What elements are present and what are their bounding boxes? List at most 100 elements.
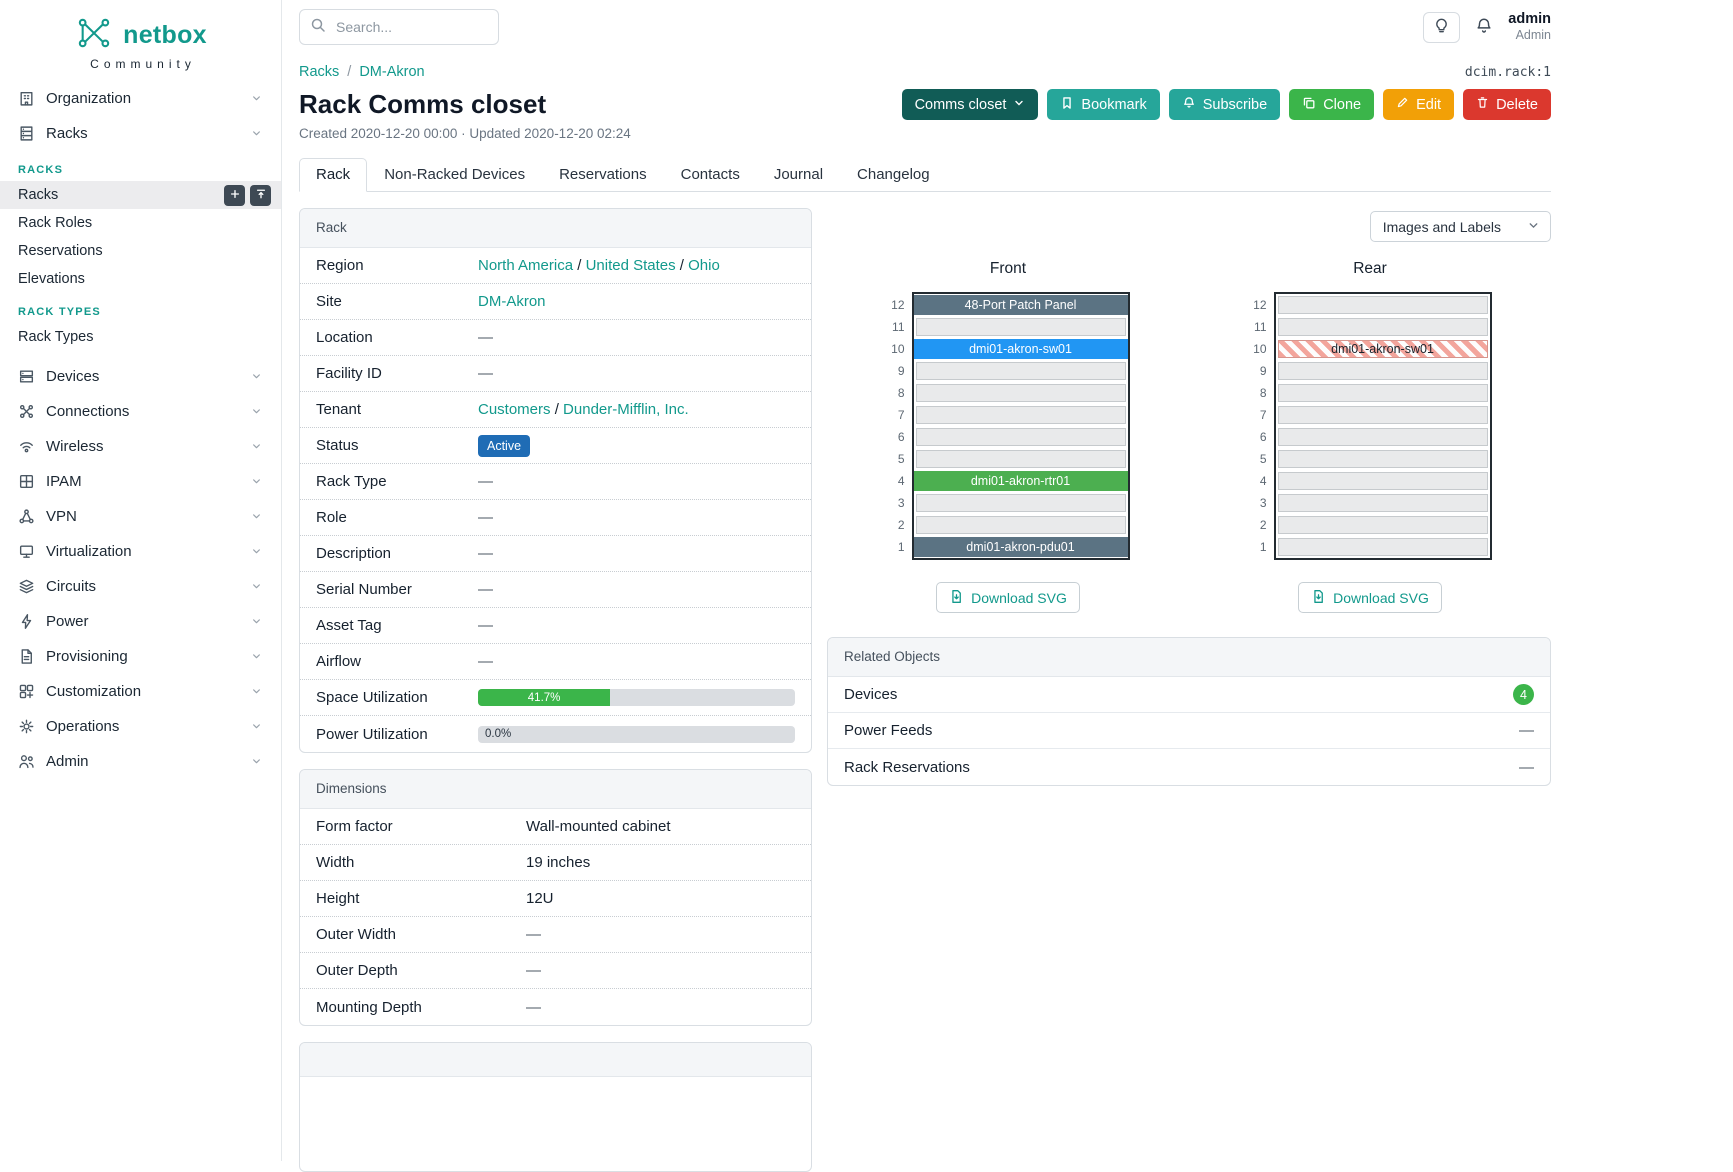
sidebar-item-rack-types[interactable]: Rack Types bbox=[0, 323, 281, 351]
sidebar-item-devices[interactable]: Devices bbox=[0, 359, 281, 394]
delete-button[interactable]: Delete bbox=[1463, 89, 1551, 120]
tab-journal[interactable]: Journal bbox=[773, 166, 824, 183]
sidebar-item-operations[interactable]: Operations bbox=[0, 709, 281, 744]
bookmark-button[interactable]: Bookmark bbox=[1047, 89, 1160, 120]
empty-unit-11[interactable] bbox=[1277, 318, 1488, 336]
empty-unit-8[interactable] bbox=[1277, 384, 1488, 402]
chevron-down-icon bbox=[250, 580, 263, 593]
sidebar-item-elevations[interactable]: Elevations bbox=[0, 265, 281, 293]
link-united-states[interactable]: United States bbox=[585, 257, 676, 274]
empty-unit-11[interactable] bbox=[915, 318, 1126, 336]
sidebar-item-racks[interactable]: Racks bbox=[0, 116, 281, 151]
sidebar-item-provisioning[interactable]: Provisioning bbox=[0, 639, 281, 674]
unit-number-2: 2 bbox=[897, 518, 905, 532]
quick-jump-button[interactable]: Comms closet bbox=[901, 89, 1039, 120]
link-north-america[interactable]: North America bbox=[478, 257, 574, 274]
sidebar-item-label: Operations bbox=[46, 718, 120, 735]
unit-number-4: 4 bbox=[897, 474, 905, 488]
link-customers[interactable]: Customers bbox=[478, 401, 551, 418]
breadcrumb-racks[interactable]: Racks bbox=[299, 64, 340, 80]
rack-panel-body: Region North America / United States / Oh… bbox=[300, 248, 811, 752]
empty-unit-8[interactable] bbox=[915, 384, 1126, 402]
tab-reservations[interactable]: Reservations bbox=[559, 166, 647, 183]
trash-icon bbox=[1476, 96, 1489, 113]
empty-unit-4[interactable] bbox=[1277, 472, 1488, 490]
sidebar-item-reservations[interactable]: Reservations bbox=[0, 237, 281, 265]
link-dm-akron[interactable]: DM-Akron bbox=[478, 293, 546, 310]
field-value: 41.7% bbox=[478, 689, 795, 706]
sidebar-item-ipam[interactable]: IPAM bbox=[0, 464, 281, 499]
search-box[interactable] bbox=[299, 9, 499, 45]
rack-device-dmi01-akron-pdu01[interactable]: dmi01-akron-pdu01 bbox=[913, 537, 1128, 557]
tab-non-racked-devices[interactable]: Non-Racked Devices bbox=[384, 166, 526, 183]
empty-unit-2[interactable] bbox=[1277, 516, 1488, 534]
download-svg-rear-button[interactable]: Download SVG bbox=[1298, 582, 1442, 613]
related-row-power-feeds[interactable]: Power Feeds — bbox=[828, 713, 1550, 749]
empty-unit-9[interactable] bbox=[1277, 362, 1488, 380]
sidebar-item-rack-roles[interactable]: Rack Roles bbox=[0, 209, 281, 237]
import-button[interactable] bbox=[250, 184, 271, 206]
chevron-down-icon bbox=[250, 440, 263, 453]
clone-button[interactable]: Clone bbox=[1289, 89, 1375, 120]
rack-device-dmi01-akron-rtr01[interactable]: dmi01-akron-rtr01 bbox=[913, 471, 1128, 491]
tab-changelog[interactable]: Changelog bbox=[857, 166, 930, 183]
user-menu[interactable]: admin Admin bbox=[1508, 10, 1551, 44]
sidebar-item-connections[interactable]: Connections bbox=[0, 394, 281, 429]
field-label: Width bbox=[316, 854, 355, 871]
breadcrumb-current[interactable]: DM-Akron bbox=[359, 64, 425, 80]
empty-unit-5[interactable] bbox=[915, 450, 1126, 468]
add-button[interactable] bbox=[224, 184, 245, 206]
empty-unit-1[interactable] bbox=[1277, 538, 1488, 556]
brand-subtitle: Community bbox=[90, 57, 196, 71]
search-input[interactable] bbox=[334, 18, 488, 36]
theme-toggle-button[interactable] bbox=[1423, 11, 1461, 43]
empty-unit-5[interactable] bbox=[1277, 450, 1488, 468]
sidebar-item-vpn[interactable]: VPN bbox=[0, 499, 281, 534]
sidebar-item-racks[interactable]: Racks bbox=[0, 181, 281, 209]
elevation-view-select[interactable]: Images and Labels bbox=[1369, 211, 1551, 242]
field-value: — bbox=[478, 473, 795, 490]
field-row-region: Region North America / United States / Oh… bbox=[300, 248, 811, 284]
empty-unit-7[interactable] bbox=[915, 406, 1126, 424]
front-unit-numbers: 12 11 10 9 8 7 6 5 4 3 2 1 bbox=[887, 292, 907, 560]
unit-number-9: 9 bbox=[897, 364, 905, 378]
sidebar-item-power[interactable]: Power bbox=[0, 604, 281, 639]
empty-unit-12[interactable] bbox=[1277, 296, 1488, 314]
download-svg-front-button[interactable]: Download SVG bbox=[936, 582, 1080, 613]
brand-link[interactable]: netbox Community bbox=[0, 10, 281, 81]
sidebar-item-wireless[interactable]: Wireless bbox=[0, 429, 281, 464]
empty-unit-3[interactable] bbox=[1277, 494, 1488, 512]
related-row-devices[interactable]: Devices 4 bbox=[828, 677, 1550, 713]
empty-value: — bbox=[1519, 722, 1534, 739]
empty-unit-7[interactable] bbox=[1277, 406, 1488, 424]
tab-rack[interactable]: Rack bbox=[299, 158, 368, 192]
rack-device-dmi01-akron-sw01[interactable]: dmi01-akron-sw01 bbox=[913, 339, 1128, 359]
chevron-down-icon bbox=[250, 370, 263, 383]
edit-button[interactable]: Edit bbox=[1383, 89, 1455, 120]
link-ohio[interactable]: Ohio bbox=[688, 257, 720, 274]
sidebar-item-organization[interactable]: Organization bbox=[0, 81, 281, 116]
rack-device-dmi01-akron-sw01[interactable]: dmi01-akron-sw01 bbox=[1277, 340, 1488, 358]
sidebar-item-admin[interactable]: Admin bbox=[0, 744, 281, 779]
link-dunder-mifflin-inc[interactable]: Dunder-Mifflin, Inc. bbox=[563, 401, 689, 418]
empty-unit-2[interactable] bbox=[915, 516, 1126, 534]
subscribe-button[interactable]: Subscribe bbox=[1168, 89, 1281, 120]
related-row-rack-reservations[interactable]: Rack Reservations — bbox=[828, 749, 1550, 785]
partial-panel-header bbox=[300, 1043, 811, 1077]
sidebar-item-customization[interactable]: Customization bbox=[0, 674, 281, 709]
empty-unit-6[interactable] bbox=[1277, 428, 1488, 446]
field-value: — bbox=[478, 653, 795, 670]
empty-unit-3[interactable] bbox=[915, 494, 1126, 512]
related-objects-body: Devices 4 Power Feeds — Rack Reservations — bbox=[828, 677, 1550, 785]
empty-unit-9[interactable] bbox=[915, 362, 1126, 380]
unit-number-12: 12 bbox=[891, 298, 905, 312]
sidebar-item-circuits[interactable]: Circuits bbox=[0, 569, 281, 604]
notifications-button[interactable] bbox=[1475, 17, 1493, 38]
rack-device-48-port-patch-panel[interactable]: 48-Port Patch Panel bbox=[913, 295, 1128, 315]
unit-number-10: 10 bbox=[891, 342, 905, 356]
created-updated-meta: Created 2020-12-20 00:00 · Updated 2020-… bbox=[299, 126, 631, 141]
empty-unit-6[interactable] bbox=[915, 428, 1126, 446]
sidebar-item-virtualization[interactable]: Virtualization bbox=[0, 534, 281, 569]
tab-contacts[interactable]: Contacts bbox=[680, 166, 740, 183]
sidebar-item-label: Racks bbox=[46, 125, 88, 142]
